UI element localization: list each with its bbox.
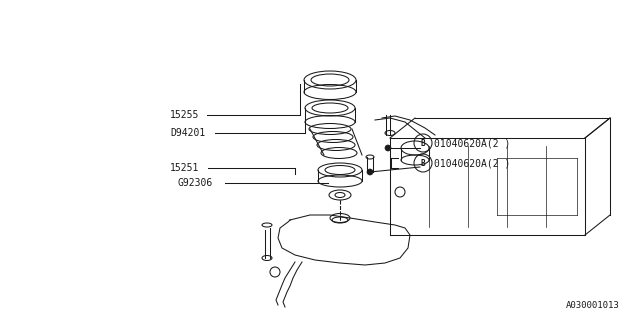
Text: B: B bbox=[420, 158, 426, 167]
Text: A030001013: A030001013 bbox=[566, 301, 620, 310]
Text: G92306: G92306 bbox=[178, 178, 213, 188]
Text: 01040620A(2 ): 01040620A(2 ) bbox=[434, 158, 510, 168]
Text: 01040620A(2 ): 01040620A(2 ) bbox=[434, 138, 510, 148]
Text: D94201: D94201 bbox=[170, 128, 205, 138]
Text: 15251: 15251 bbox=[170, 163, 200, 173]
Circle shape bbox=[367, 169, 373, 175]
Text: 15255: 15255 bbox=[170, 110, 200, 120]
Text: B: B bbox=[420, 139, 426, 148]
Circle shape bbox=[385, 145, 391, 151]
